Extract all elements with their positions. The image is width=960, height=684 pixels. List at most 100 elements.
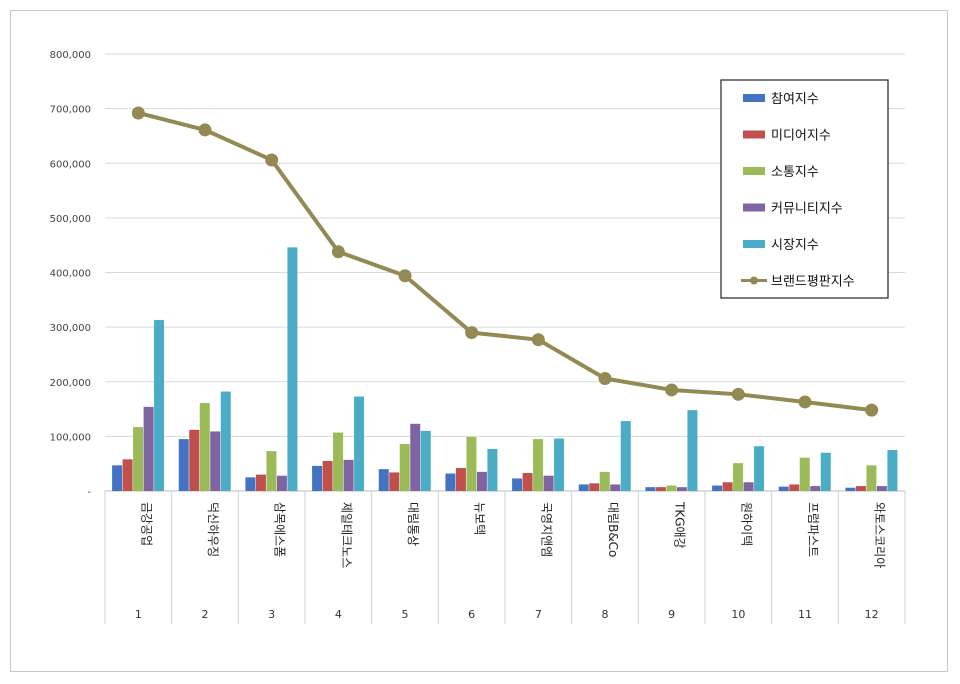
legend-swatch [743, 130, 765, 139]
category-label: 제일테크노스 [339, 502, 353, 568]
legend-label: 참여지수 [771, 92, 819, 107]
rank-label: 10 [731, 608, 745, 621]
bar-1-5 [378, 469, 389, 491]
line-point-9 [665, 383, 679, 397]
legend-label: 소통지수 [771, 165, 819, 180]
legend-swatch-marker [750, 276, 758, 285]
line-point-6 [465, 326, 479, 340]
line-point-4 [331, 245, 345, 259]
rank-label: 4 [335, 608, 342, 621]
y-tick-label: 800,000 [50, 50, 91, 61]
x-axis: 금강공업 1 덕신하우징 2 삼목에스폼 3 제일테크노스 4 대림통상 5 뉴보텍 6 국영지앤엠 7 대… [104, 491, 906, 624]
line-point-1 [131, 106, 145, 120]
bar-4-9 [676, 487, 687, 491]
bar-2-6 [455, 468, 466, 491]
bar-2-9 [655, 487, 666, 491]
rank-label: 8 [602, 608, 609, 621]
bar-5-9 [687, 410, 698, 491]
bar-3-4 [333, 432, 344, 491]
bar-4-7 [543, 475, 554, 491]
line-series [131, 106, 879, 417]
category-label: 대림B&Co [606, 502, 620, 557]
category-label: 금강공업 [139, 502, 153, 546]
bar-1-9 [645, 487, 656, 491]
bar-3-9 [666, 485, 677, 491]
bar-2-1 [122, 459, 133, 491]
bar-4-2 [210, 431, 221, 491]
line-point-3 [265, 153, 279, 167]
bar-1-7 [512, 478, 523, 491]
bar-3-12 [866, 465, 877, 491]
legend-box [720, 79, 889, 299]
bar-3-2 [199, 403, 210, 491]
bar-4-11 [810, 486, 821, 491]
rank-label: 9 [668, 608, 675, 621]
rank-label: 2 [202, 608, 209, 621]
bar-4-3 [276, 475, 287, 491]
bar-1-1 [112, 465, 123, 491]
y-tick-label: 300,000 [50, 323, 91, 334]
bar-4-6 [476, 471, 487, 491]
bar-2-5 [389, 472, 400, 491]
bar-5-3 [287, 247, 298, 491]
bar-5-5 [420, 430, 431, 491]
bar-1-2 [178, 439, 189, 491]
bar-5-10 [754, 446, 765, 491]
bar-4-10 [743, 482, 754, 491]
y-tick-label: - [87, 487, 91, 498]
legend-label: 시장지수 [771, 238, 819, 253]
y-tick-label: 500,000 [50, 214, 91, 225]
bar-4-8 [610, 484, 621, 491]
bar-3-8 [599, 471, 610, 491]
line-point-10 [731, 387, 745, 401]
category-label: 프럼파스트 [806, 502, 820, 557]
category-label: 원하이텍 [739, 502, 753, 546]
bar-4-4 [343, 459, 354, 491]
bar-1-8 [578, 484, 589, 491]
bar-3-7 [533, 439, 544, 491]
category-label: 뉴보텍 [473, 502, 487, 535]
rank-label: 12 [865, 608, 879, 621]
bar-3-11 [799, 457, 810, 491]
bar-5-7 [554, 438, 565, 491]
bar-3-1 [133, 427, 144, 491]
y-tick-label: 700,000 [50, 105, 91, 116]
legend-swatch [743, 167, 765, 175]
bar-5-1 [154, 320, 165, 491]
category-label: 와토스코리아 [873, 502, 887, 568]
rank-label: 11 [798, 608, 812, 621]
bar-2-10 [722, 482, 733, 491]
bar-1-12 [845, 487, 856, 491]
line-point-12 [865, 403, 879, 417]
rank-label: 1 [135, 608, 142, 621]
bar-5-12 [887, 450, 898, 491]
brand-reputation-line [137, 111, 872, 413]
rank-label: 6 [468, 608, 475, 621]
bar-3-6 [466, 436, 477, 491]
bar-5-8 [620, 421, 631, 491]
bar-4-5 [410, 423, 421, 491]
bar-5-11 [820, 452, 831, 491]
category-label: 대림통상 [406, 502, 420, 546]
bar-1-10 [712, 485, 723, 491]
legend-swatch [743, 94, 765, 102]
y-axis: - 100,000 200,000 300,000 400,000 500,000 600,… [50, 50, 92, 498]
y-tick-label: 600,000 [50, 159, 91, 170]
line-point-2 [198, 123, 212, 137]
legend-label: 미디어지수 [771, 129, 831, 144]
bar-2-12 [855, 486, 866, 491]
bar-2-11 [789, 484, 800, 491]
legend-swatch [743, 240, 765, 248]
bar-1-6 [445, 473, 456, 491]
bar-2-2 [189, 429, 200, 491]
legend-label: 커뮤니티지수 [771, 202, 843, 217]
bar-1-4 [312, 465, 323, 491]
category-label: 삼목에스폼 [273, 502, 287, 557]
category-label: TKG애강 [673, 501, 687, 549]
bar-5-4 [354, 396, 365, 491]
line-point-7 [531, 333, 545, 347]
bar-4-12 [876, 486, 887, 491]
category-label: 국영지앤엠 [539, 502, 553, 557]
y-tick-label: 400,000 [50, 269, 91, 280]
